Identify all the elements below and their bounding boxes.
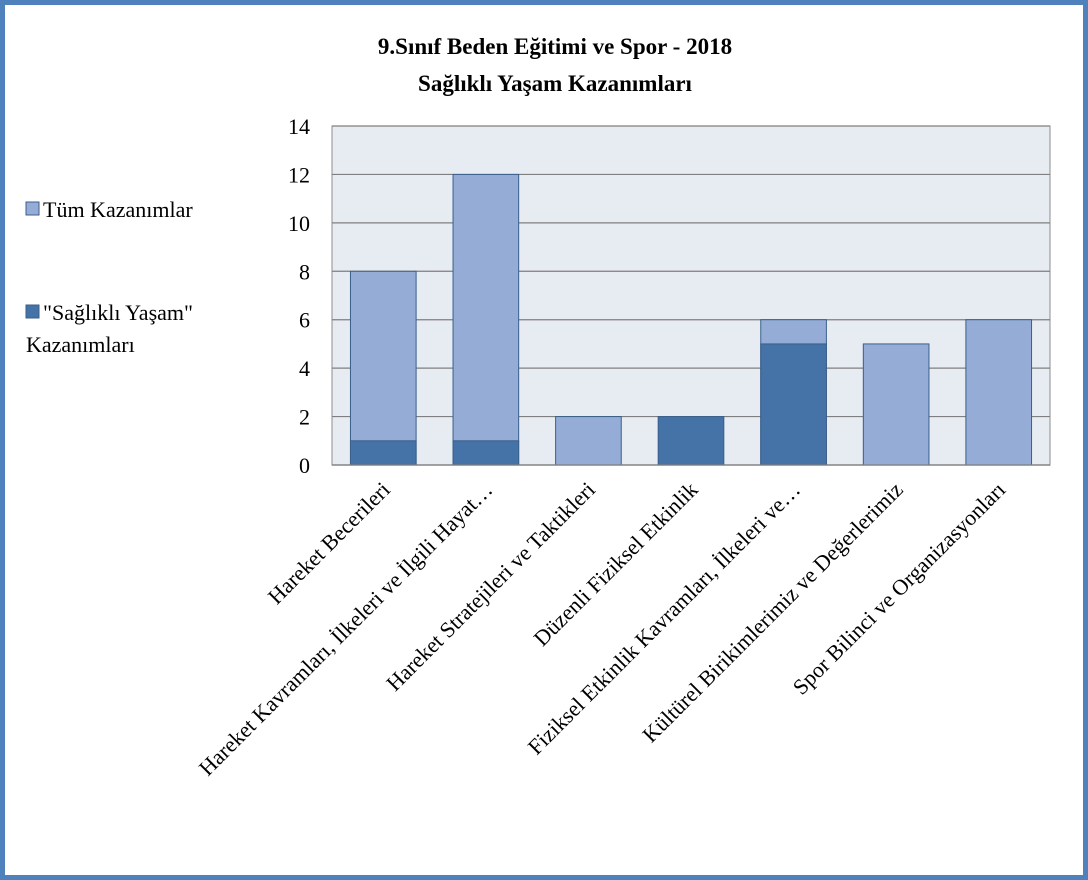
y-tick-label: 4 <box>299 356 310 381</box>
legend-label: "Sağlıklı Yaşam" <box>43 300 193 325</box>
y-tick-label: 2 <box>299 405 310 430</box>
bar-series-1-cat-4 <box>760 343 827 466</box>
bar-series-1-cat-3 <box>657 416 725 466</box>
bar-series-1-cat-1 <box>452 440 520 466</box>
bar-series-0-cat-1 <box>452 173 520 466</box>
x-category-label: Spor Bilinci ve Organizasyonları <box>788 477 1011 700</box>
chart-title: 9.Sınıf Beden Eğitimi ve Spor - 2018 <box>378 34 732 59</box>
bar-series-0-cat-5 <box>862 343 930 466</box>
y-tick-label: 8 <box>299 259 310 284</box>
chart-subtitle: Sağlıklı Yaşam Kazanımları <box>418 71 692 96</box>
y-tick-label: 10 <box>288 211 310 236</box>
legend-swatch <box>25 304 40 319</box>
legend-label: Kazanımları <box>26 332 135 357</box>
x-category-label: Düzenli Fiziksel Etkinlik <box>528 477 702 651</box>
bar-series-0-cat-6 <box>965 319 1033 466</box>
y-tick-label: 0 <box>299 453 310 478</box>
y-tick-label: 14 <box>288 114 310 139</box>
plot-background <box>331 125 1051 466</box>
bar-series-0-cat-0 <box>349 270 417 466</box>
x-category-label: Hareket Stratejileri ve Taktikleri <box>381 477 600 696</box>
legend-label: Tüm Kazanımlar <box>43 197 193 222</box>
legend-swatch <box>25 201 40 216</box>
y-tick-label: 6 <box>299 308 310 333</box>
bar-series-0-cat-2 <box>555 416 622 466</box>
bar-series-1-cat-0 <box>349 440 417 466</box>
legend: Tüm Kazanımlar "Sağlıklı Yaşam" Kazanımlar… <box>25 197 193 357</box>
y-tick-label: 12 <box>288 162 310 187</box>
